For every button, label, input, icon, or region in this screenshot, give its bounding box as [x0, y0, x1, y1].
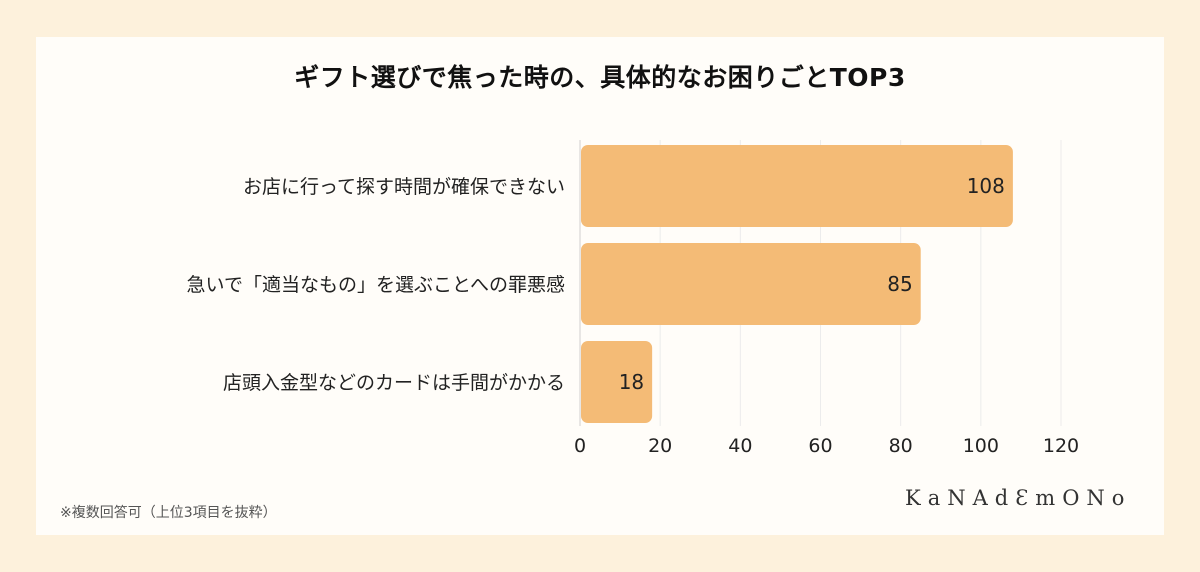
bar-value-label: 18 [619, 370, 644, 394]
brand-logo: KaNAdƐmONo [905, 486, 1132, 510]
footnote: ※複数回答可（上位3項目を抜粋） [60, 505, 277, 521]
category-labels: お店に行って探す時間が確保できない急いで「適当なもの」を選ぶことへの罪悪感店頭入… [187, 176, 565, 394]
x-tick-label: 120 [1043, 435, 1079, 457]
category-label: 急いで「適当なもの」を選ぶことへの罪悪感 [187, 274, 565, 296]
bar-value-label: 85 [887, 272, 912, 296]
chart-title: ギフト選びで焦った時の、具体的なお困りごとTOP3 [294, 63, 906, 92]
x-tick-label: 60 [808, 435, 832, 457]
bars: 108 85 18 [581, 145, 1013, 423]
bar-value-label: 108 [967, 174, 1005, 198]
x-axis-ticks: 0 20 40 60 80 100 120 [574, 435, 1079, 457]
category-label: お店に行って探す時間が確保できない [243, 176, 565, 198]
x-tick-label: 0 [574, 435, 586, 457]
x-tick-label: 40 [728, 435, 752, 457]
x-tick-label: 100 [963, 435, 999, 457]
bar [581, 243, 921, 325]
bar [581, 145, 1013, 227]
category-label: 店頭入金型などのカードは手間がかかる [223, 372, 565, 394]
x-tick-label: 80 [889, 435, 913, 457]
bar [581, 341, 653, 423]
x-tick-label: 20 [648, 435, 672, 457]
